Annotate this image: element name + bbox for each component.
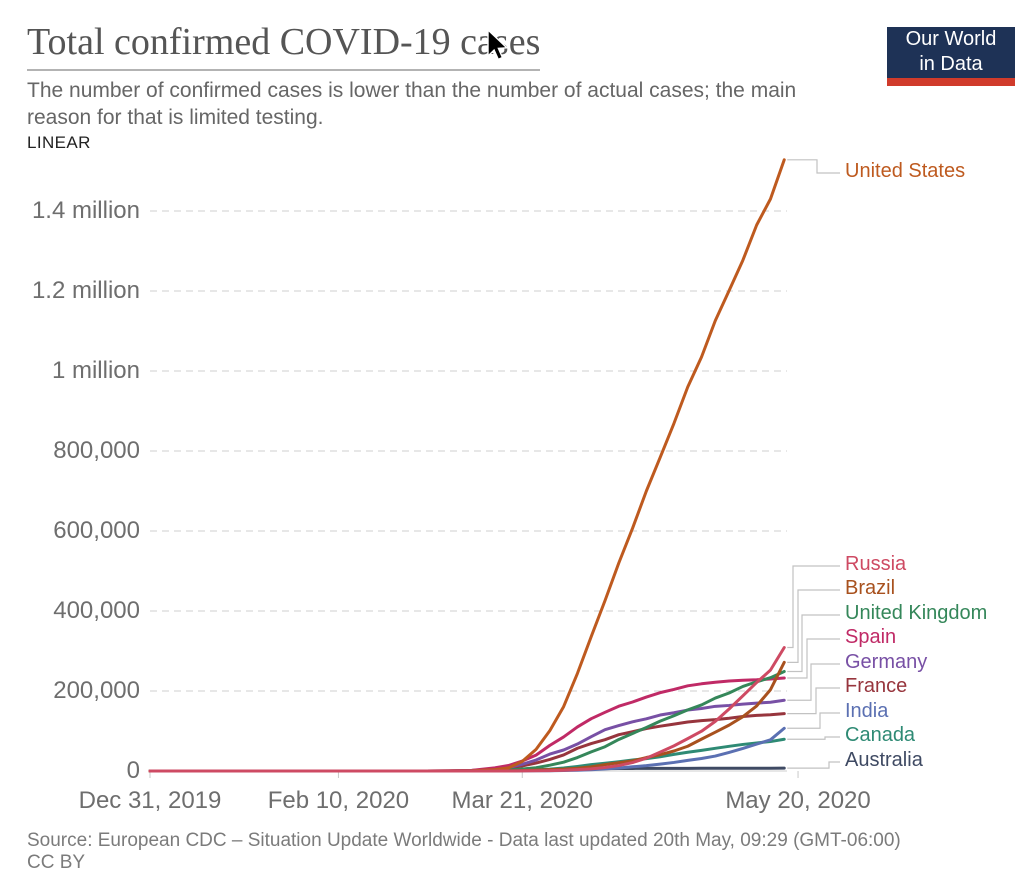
x-axis-tick-label: May 20, 2020: [725, 787, 871, 814]
owid-logo-line1: Our World: [905, 27, 997, 50]
source-note: Source: European CDC – Situation Update …: [27, 830, 901, 851]
owid-logo[interactable]: Our World in Data: [887, 27, 1015, 86]
license-note[interactable]: CC BY: [27, 852, 86, 873]
legend-label-australia[interactable]: Australia: [845, 749, 923, 771]
legend-label-united-kingdom[interactable]: United Kingdom: [845, 602, 988, 624]
legend-label-germany[interactable]: Germany: [845, 651, 928, 673]
legend-label-france[interactable]: France: [845, 675, 908, 697]
y-axis-tick-label: 1 million: [51, 357, 140, 384]
series-line-brazil[interactable]: [148, 660, 786, 773]
series-line-france[interactable]: [148, 712, 786, 773]
legend-label-brazil[interactable]: Brazil: [845, 577, 896, 599]
scale-toggle-linear[interactable]: LINEAR: [27, 133, 91, 152]
legend-label-canada[interactable]: Canada: [845, 724, 916, 746]
y-axis-tick-label: 400,000: [53, 597, 140, 624]
page-title[interactable]: Total confirmed COVID-19 cases: [27, 20, 541, 71]
legend-label-spain[interactable]: Spain: [845, 626, 897, 648]
legend-label-russia[interactable]: Russia: [845, 553, 907, 575]
x-axis-tick-label: Dec 31, 2019: [78, 787, 222, 814]
y-axis-tick-label: 600,000: [53, 517, 140, 544]
legend-label-united-states[interactable]: United States: [845, 160, 966, 182]
series-line-united-states[interactable]: [148, 158, 786, 773]
owid-logo-line2: in Data: [919, 52, 983, 75]
series-line-russia[interactable]: [148, 646, 786, 773]
y-axis-tick-label: 800,000: [53, 437, 140, 464]
legend-label-india[interactable]: India: [845, 700, 889, 722]
series-line-india[interactable]: [148, 726, 786, 773]
y-axis-tick-label: 200,000: [53, 677, 140, 704]
y-axis-tick-label: 1.2 million: [31, 277, 140, 304]
y-axis-tick-label: 1.4 million: [31, 197, 140, 224]
series-line-spain[interactable]: [148, 676, 786, 773]
chart-subtitle: The number of confirmed cases is lower t…: [27, 79, 797, 129]
y-axis-tick-label: 0: [126, 757, 140, 784]
x-axis-tick-label: Mar 21, 2020: [451, 787, 593, 814]
x-axis-tick-label: Feb 10, 2020: [267, 787, 410, 814]
